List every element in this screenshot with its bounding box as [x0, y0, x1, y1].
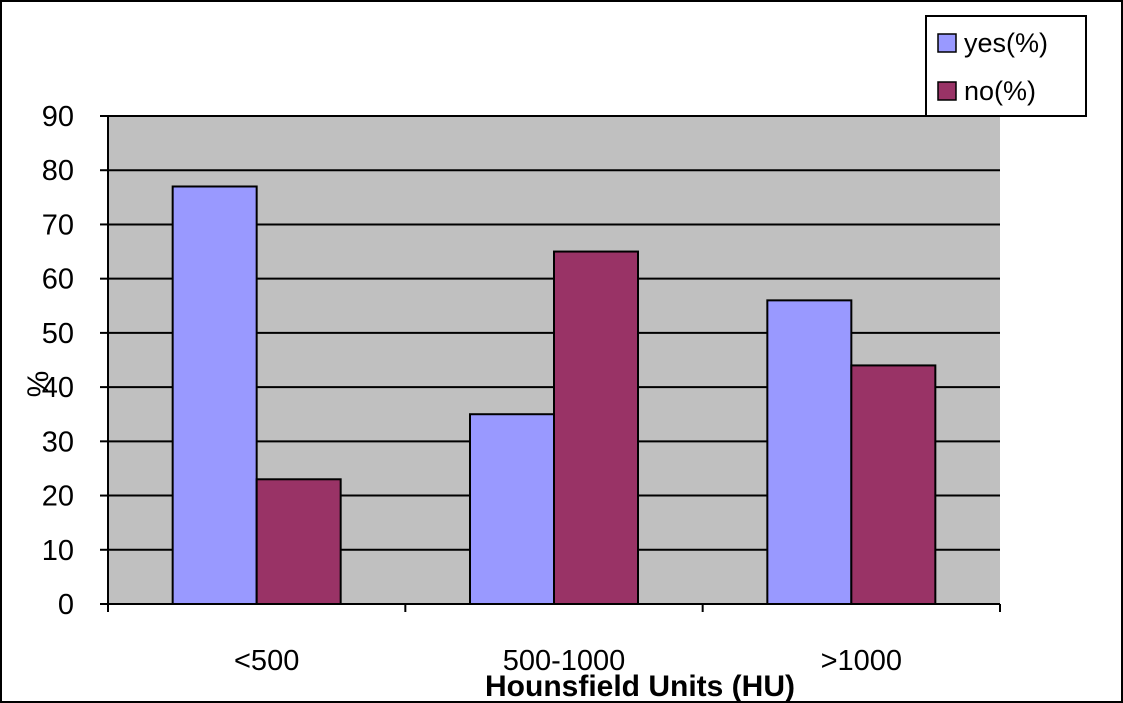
bar-yes: [766, 299, 853, 605]
y-tick-label: 10: [42, 535, 74, 567]
x-axis-label: Hounsfield Units (HU): [485, 670, 795, 703]
y-tick-label: 90: [42, 101, 74, 133]
y-tick-label: 0: [58, 589, 74, 621]
legend-label-no: no(%): [964, 76, 1036, 106]
y-tick-label: 20: [42, 481, 74, 513]
bars: [171, 185, 937, 606]
bar-yes: [469, 413, 555, 605]
y-axis-label: %: [22, 371, 55, 398]
bar-no: [553, 250, 639, 606]
y-tick-label: 60: [42, 264, 74, 296]
bar-no: [255, 478, 342, 605]
y-tick-label: 50: [42, 318, 74, 350]
bar-no: [850, 364, 937, 605]
legend-swatch-no: [937, 81, 957, 101]
x-tick-label: <500: [234, 645, 299, 677]
legend-swatch-yes: [937, 33, 957, 53]
x-tick-label: >1000: [821, 645, 902, 677]
y-tick-label: 40: [42, 372, 74, 404]
bar-yes: [171, 185, 258, 605]
y-ticks: 0 10 20 30 40 50 60 70 80 90: [42, 101, 108, 621]
axes: [107, 116, 1000, 605]
y-tick-label: 70: [42, 209, 74, 241]
legend-label-yes: yes(%): [964, 28, 1048, 58]
y-tick-label: 30: [42, 426, 74, 458]
x-tick-label: 500-1000: [503, 645, 626, 677]
y-tick-label: 80: [42, 155, 74, 187]
x-ticks: <500 500-1000 >1000: [107, 604, 1001, 677]
legend: yes(%) no(%): [925, 15, 1087, 117]
